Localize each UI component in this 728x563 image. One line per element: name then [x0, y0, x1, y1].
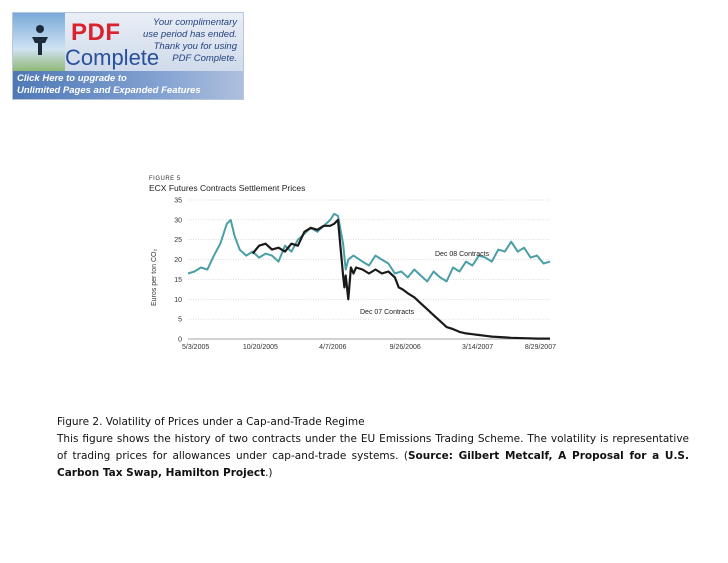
y-tick-label: 20 [174, 257, 182, 264]
y-tick-label: 25 [174, 237, 182, 244]
caption-body: This figure shows the history of two con… [57, 431, 689, 482]
brand-complete-logo: Complete [65, 45, 160, 70]
person-icon [32, 25, 48, 55]
x-tick-label: 8/29/2007 [525, 344, 556, 351]
note-line: use period has ended. [142, 29, 237, 40]
annotation-dec07: Dec 07 Contracts [360, 309, 415, 316]
note-line: Thank you for using [153, 41, 237, 52]
y-tick-label: 35 [174, 198, 182, 205]
x-tick-label: 9/26/2006 [390, 344, 421, 351]
x-tick-label: 3/14/2007 [462, 344, 493, 351]
brand-pdf-logo: PDF [71, 19, 121, 46]
y-tick-label: 0 [178, 337, 182, 344]
caption-body-text: This figure shows the history of two con… [57, 433, 689, 462]
y-tick-label: 5 [178, 317, 182, 324]
chart-gridlines [188, 199, 550, 340]
x-tick-label: 4/7/2006 [319, 344, 346, 351]
trial-ended-note: Your complimentary use period has ended.… [127, 17, 237, 65]
y-axis-ticks: 0 5 10 15 20 25 30 35 [174, 198, 182, 344]
figure-label: FIGURE 5 [149, 176, 181, 182]
annotation-dec08: Dec 08 Contracts [435, 251, 490, 258]
caption-closing: .) [265, 467, 273, 479]
figure-caption: Figure 2. Volatility of Prices under a C… [57, 414, 689, 482]
y-tick-label: 15 [174, 277, 182, 284]
upgrade-banner[interactable]: PDF Complete Your complimentary use peri… [12, 12, 244, 100]
caption-source: Source: Gilbert Metcalf, A Proposal for … [57, 450, 689, 479]
figure-title: ECX Futures Contracts Settlement Prices [149, 183, 306, 193]
note-line: Your complimentary [153, 17, 237, 28]
note-line: PDF Complete. [172, 53, 237, 64]
series-line-dec07 [251, 218, 550, 340]
y-tick-label: 10 [174, 297, 182, 304]
series-line-dec08 [187, 212, 551, 283]
upgrade-line[interactable]: Click Here to upgrade to [17, 73, 127, 84]
upgrade-link[interactable]: Click Here to upgrade to Unlimited Pages… [13, 71, 243, 99]
y-tick-label: 30 [174, 217, 182, 224]
price-line-chart: 0 5 10 15 20 25 30 35 5/3/2005 10/20/2005 4/7/200… [151, 198, 556, 352]
chart-series [187, 212, 551, 340]
upgrade-line[interactable]: Unlimited Pages and Expanded Features [17, 85, 201, 96]
x-tick-label: 10/20/2005 [243, 344, 278, 351]
x-tick-label: 5/3/2005 [182, 344, 209, 351]
x-axis-ticks: 5/3/2005 10/20/2005 4/7/2006 9/26/2006 3/14/… [182, 344, 556, 351]
caption-title: Figure 2. Volatility of Prices under a C… [57, 416, 365, 428]
y-axis-label: Euros per ton CO₂ [151, 249, 158, 306]
